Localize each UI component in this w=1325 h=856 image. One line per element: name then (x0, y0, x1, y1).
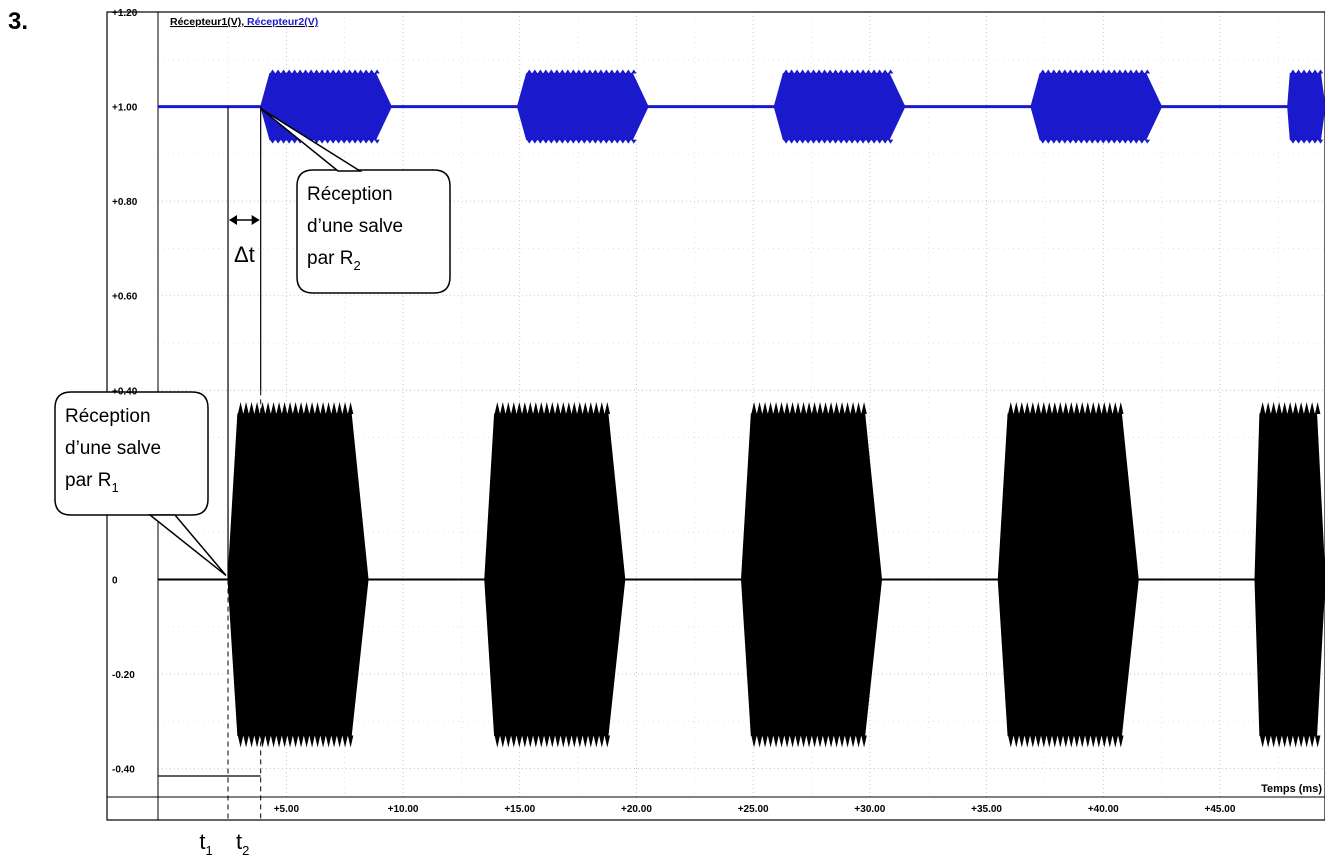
y-tick-label: +1.20 (112, 8, 138, 19)
y-tick-label: +1.00 (112, 103, 138, 114)
x-tick-label: +20.00 (621, 804, 652, 815)
x-tick-label: +35.00 (971, 804, 1002, 815)
t2-label: t2 (236, 829, 249, 856)
x-tick-label: +15.00 (504, 804, 535, 815)
delta-arrowhead-left (229, 215, 238, 225)
y-tick-label: +0.80 (112, 197, 138, 208)
callout-r1-tail (147, 514, 227, 577)
t1-label-subscript: 1 (205, 843, 212, 856)
callout-r2-tail (260, 107, 363, 172)
axes: +5.00 +10.00 +15.00 +20.00 +25.00 +30.00 +35.0… (112, 8, 1322, 815)
x-tick-label: +10.00 (388, 804, 419, 815)
callout-r1-box (54, 391, 209, 516)
callout-r1-line: d’une salve (65, 438, 161, 459)
burst-2-2 (516, 72, 649, 141)
callout-r2-subscript: 2 (353, 258, 360, 273)
t1-label: t1 (199, 829, 212, 856)
legend: Récepteur1(V), Récepteur2(V) (170, 16, 318, 28)
y-tick-label: -0.40 (112, 765, 135, 776)
x-tick-label: +25.00 (738, 804, 769, 815)
y-tick-label: +0.40 (112, 386, 138, 397)
callout-r2-line: d’une salve (307, 216, 403, 237)
x-tick-label: +5.00 (274, 804, 300, 815)
legend-part: Récepteur2(V) (247, 16, 318, 28)
callout-r1-subscript: 1 (111, 480, 118, 495)
callout-r2-line: par R2 (307, 248, 361, 273)
burst-1-4 (997, 413, 1139, 737)
y-tick-label: +0.60 (112, 292, 138, 303)
legend-part: Récepteur1(V) (170, 16, 241, 28)
t2-label-subscript: 2 (242, 843, 249, 856)
legend-part: , (241, 16, 247, 28)
burst-2-4 (1030, 72, 1163, 141)
callout-r1-line: par R1 (65, 470, 119, 495)
series-1 (158, 401, 1325, 748)
series-2 (158, 69, 1325, 144)
burst-1-3 (740, 413, 883, 737)
x-axis-label: Temps (ms) (1261, 783, 1322, 795)
annotations: Δt Réception d’une salve par R2 Réception d’u… (54, 106, 451, 856)
callout-r2-line: Réception (307, 184, 393, 205)
x-tick-label: +40.00 (1088, 804, 1119, 815)
y-tick-label: 0 (112, 575, 118, 586)
burst-2-1 (260, 72, 392, 141)
burst-1-5 (1254, 413, 1325, 737)
burst-2-5 (1287, 72, 1325, 141)
delta-arrowhead-right (251, 215, 260, 225)
callout-r2-box (296, 169, 451, 294)
delta-t-label: Δt (234, 242, 255, 267)
callout-r1-line: Réception (65, 406, 151, 427)
burst-1-2 (484, 413, 626, 737)
question-number: 3. (8, 8, 29, 35)
x-tick-label: +30.00 (854, 804, 885, 815)
y-tick-label: -0.20 (112, 670, 135, 681)
x-tick-label: +45.00 (1205, 804, 1236, 815)
burst-2-3 (773, 72, 906, 141)
series-layer (158, 69, 1325, 748)
burst-1-1 (227, 413, 369, 737)
